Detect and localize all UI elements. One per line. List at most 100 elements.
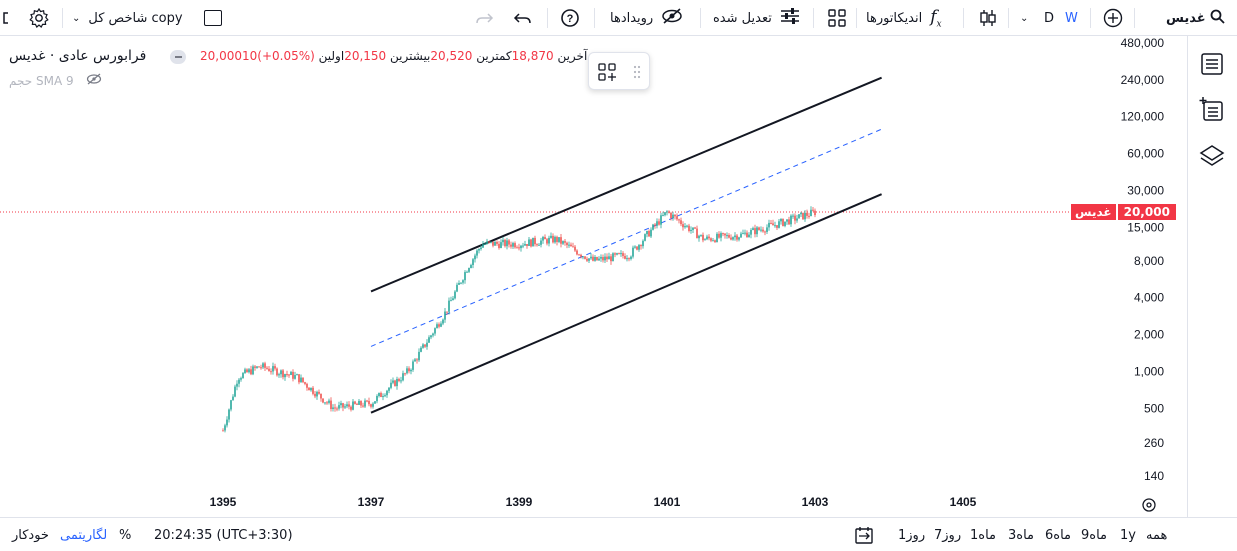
candle-body xyxy=(800,212,802,215)
drag-handle-icon[interactable] xyxy=(633,65,641,83)
eye-off-icon[interactable] xyxy=(86,73,102,88)
range-9m[interactable]: 9ماه xyxy=(1081,527,1108,543)
price-chart[interactable]: 480,000 240,000 120,000 60,000 30,000 15,000 8… xyxy=(0,37,1187,517)
candle-body xyxy=(310,387,312,391)
candle-body xyxy=(344,406,346,408)
eye-off-icon xyxy=(661,8,683,28)
range-1d[interactable]: 1روز xyxy=(898,527,926,543)
candle-body xyxy=(592,256,594,261)
candles-icon[interactable] xyxy=(978,0,998,36)
legend-high-label: بیشترین xyxy=(390,49,431,63)
range-all[interactable]: همه xyxy=(1146,527,1168,543)
interval-weekly[interactable]: W xyxy=(1065,10,1078,26)
candle-body xyxy=(248,369,250,373)
candle-body xyxy=(292,371,294,379)
channel-lower-line[interactable] xyxy=(370,193,882,414)
candle-body xyxy=(704,239,706,241)
candle-body xyxy=(492,241,494,246)
candle-body xyxy=(798,214,800,219)
candle-body xyxy=(606,256,608,260)
candle-body xyxy=(646,230,648,235)
watchlist-icon[interactable] xyxy=(1196,48,1228,80)
candle-body xyxy=(442,319,444,324)
candle-body xyxy=(228,409,230,420)
indicators-button[interactable]: اندیکاتورها fx xyxy=(866,0,942,36)
candle-body xyxy=(352,401,354,410)
interval-daily[interactable]: D xyxy=(1044,10,1055,26)
interval-chevron-icon[interactable]: ⌄ xyxy=(1020,12,1029,24)
add-symbol-icon[interactable] xyxy=(1103,0,1123,36)
collapse-legend-icon[interactable] xyxy=(170,50,186,64)
candle-body xyxy=(422,344,424,348)
events-button[interactable]: رویدادها xyxy=(610,0,683,36)
candle-body xyxy=(622,253,624,256)
candle-body xyxy=(644,234,646,241)
candle-body xyxy=(404,373,406,375)
candle-body xyxy=(764,231,766,233)
range-7d[interactable]: 7روز xyxy=(934,527,962,543)
channel-middle-line[interactable] xyxy=(370,128,882,347)
undo-icon[interactable] xyxy=(513,0,533,36)
candle-body xyxy=(808,215,810,217)
range-1y[interactable]: 1y xyxy=(1120,527,1136,543)
redo-icon[interactable] xyxy=(474,0,494,36)
add-list-icon[interactable] xyxy=(1196,94,1228,126)
candle-body xyxy=(368,400,370,405)
divider xyxy=(813,8,814,28)
divider xyxy=(1008,8,1009,28)
candle-body xyxy=(302,377,304,383)
candle-body xyxy=(730,237,732,240)
candle-body xyxy=(350,406,352,410)
indicators-label: اندیکاتورها xyxy=(866,10,923,26)
y-axis[interactable]: 480,000 240,000 120,000 60,000 30,000 15,000 8… xyxy=(1121,37,1165,483)
layout-grid-icon[interactable] xyxy=(828,0,846,36)
help-icon[interactable]: ? xyxy=(560,0,580,36)
candle-body xyxy=(670,212,672,219)
candle-body xyxy=(506,240,508,247)
candle-body xyxy=(434,328,436,334)
candle-body xyxy=(308,387,310,391)
percent-toggle[interactable]: % xyxy=(119,527,132,543)
panel-toggle-icon[interactable] xyxy=(2,0,10,36)
compare-checkbox[interactable] xyxy=(204,0,222,36)
candle-body xyxy=(804,212,806,220)
range-1m[interactable]: 1ماه xyxy=(970,527,997,543)
candle-body xyxy=(522,245,524,247)
floating-toolbar[interactable] xyxy=(588,52,650,90)
add-widget-icon[interactable] xyxy=(598,63,616,85)
candle-body xyxy=(686,225,688,227)
layers-icon[interactable] xyxy=(1196,140,1228,172)
adjust-button[interactable]: تعدیل شده xyxy=(713,0,800,36)
candle-body xyxy=(360,400,362,406)
symbol-search[interactable]: غدیس xyxy=(1166,0,1225,36)
calendar-range-icon[interactable] xyxy=(854,518,876,551)
channel-upper-line[interactable] xyxy=(370,76,882,293)
range-3m[interactable]: 3ماه xyxy=(1008,527,1035,543)
candle-body xyxy=(320,393,322,399)
candle-body xyxy=(262,363,264,368)
settings-icon[interactable] xyxy=(28,0,50,36)
candle-body xyxy=(418,351,420,361)
y-tick-label: 30,000 xyxy=(1127,183,1164,197)
log-scale-toggle[interactable]: لگاریتمی xyxy=(60,527,108,543)
candle-body xyxy=(480,247,482,250)
candle-body xyxy=(532,237,534,247)
parallel-channel[interactable] xyxy=(370,76,882,414)
candle-body xyxy=(566,242,568,246)
candle-body xyxy=(754,228,756,235)
x-tick-label: 1397 xyxy=(358,495,385,509)
axis-settings-icon[interactable] xyxy=(1141,497,1157,517)
candle-body xyxy=(710,238,712,241)
candle-body xyxy=(364,400,366,407)
x-axis[interactable]: 1395 1397 1399 1401 1403 1405 xyxy=(210,495,977,509)
clock-readout[interactable]: 20:24:35 (UTC+3:30) xyxy=(154,527,293,543)
candle-body xyxy=(620,253,622,255)
y-tick-label: 240,000 xyxy=(1121,73,1165,87)
range-6m[interactable]: 6ماه xyxy=(1045,527,1072,543)
auto-scale-toggle[interactable]: خودکار xyxy=(12,527,49,543)
divider xyxy=(594,8,595,28)
candle-body xyxy=(630,256,632,259)
candle-body xyxy=(460,282,462,284)
compare-dropdown[interactable]: ⌄ شاخص کل copy xyxy=(72,0,183,36)
volume-label: حجم SMA 9 xyxy=(9,73,74,88)
